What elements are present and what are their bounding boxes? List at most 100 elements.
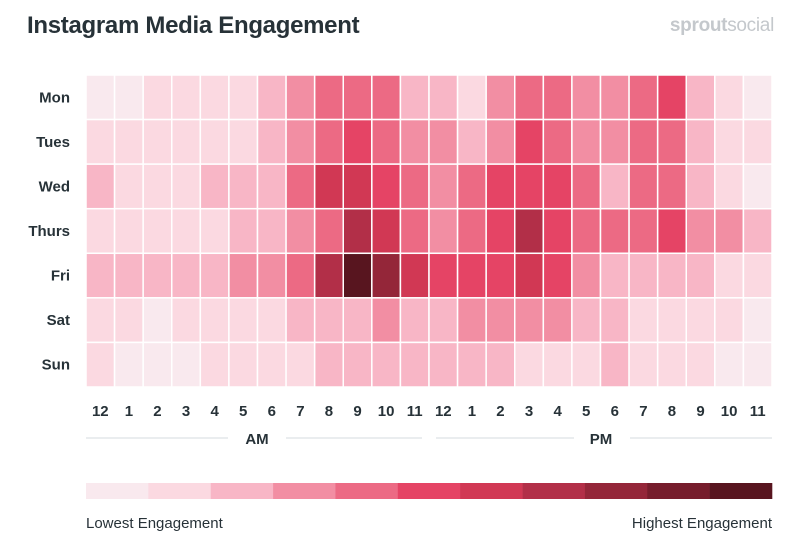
- heatmap-cell-thurs-5: [228, 207, 259, 255]
- heatmap-cell-mon-9: [342, 74, 373, 121]
- hour-label-3: 3: [182, 403, 190, 420]
- heatmap-cell-tues-9: [342, 118, 373, 165]
- heatmap-cell-sat-23: [742, 297, 773, 344]
- heatmap-cell-fri-1: [113, 252, 144, 299]
- heatmap-cell-fri-3: [171, 252, 202, 299]
- heatmap-cell-mon-4: [199, 74, 230, 121]
- heatmap-cell-sat-13: [456, 297, 487, 344]
- heatmap-cell-wed-11: [399, 163, 430, 210]
- heatmap-cell-sat-7: [285, 297, 316, 344]
- legend-swatch-7: [522, 483, 586, 499]
- heatmap-cell-sun-16: [542, 341, 573, 388]
- heatmap-cell-sat-12: [428, 297, 459, 344]
- heatmap-cell-sun-18: [599, 341, 630, 388]
- day-label-tues: Tues: [36, 134, 70, 151]
- heatmap-cell-mon-22: [714, 74, 745, 121]
- heatmap-cell-fri-12: [428, 252, 459, 299]
- legend-swatch-9: [647, 483, 710, 499]
- heatmap-cell-thurs-9: [342, 207, 373, 255]
- heatmap-cell-tues-5: [228, 118, 259, 165]
- heatmap-cell-sat-10: [371, 297, 402, 344]
- heatmap-cell-wed-19: [628, 163, 659, 210]
- heatmap-cell-fri-16: [542, 252, 573, 299]
- heatmap-cell-sat-0: [85, 297, 116, 344]
- heatmap-cell-thurs-4: [199, 207, 230, 255]
- brand-logo-part2: social: [727, 15, 774, 36]
- heatmap-cell-fri-7: [285, 252, 316, 299]
- heatmap-cell-wed-5: [228, 163, 259, 210]
- heatmap-cell-mon-16: [542, 74, 573, 121]
- heatmap-cell-wed-17: [571, 163, 602, 210]
- hour-label-12: 12: [435, 403, 452, 420]
- heatmap-cell-sat-5: [228, 297, 259, 344]
- heatmap-cell-thurs-20: [656, 207, 687, 255]
- heatmap-cell-fri-19: [628, 252, 659, 299]
- heatmap-cell-sun-12: [428, 341, 459, 388]
- legend-high-label: Highest Engagement: [632, 515, 773, 532]
- legend-swatch-10: [709, 483, 773, 499]
- heatmap-cell-thurs-0: [85, 207, 116, 255]
- pm-label: PM: [590, 431, 613, 448]
- heatmap-cell-thurs-7: [285, 207, 316, 255]
- heatmap-cell-mon-3: [171, 74, 202, 121]
- heatmap-cell-mon-20: [656, 74, 687, 121]
- heatmap-cell-wed-22: [714, 163, 745, 210]
- heatmap-cell-thurs-17: [571, 207, 602, 255]
- hour-label-14: 2: [496, 403, 504, 420]
- hour-label-11: 11: [407, 403, 423, 420]
- heatmap-cell-sun-14: [485, 341, 516, 388]
- heatmap-cell-thurs-11: [399, 207, 430, 255]
- heatmap-cell-tues-0: [85, 118, 116, 165]
- heatmap-cell-tues-21: [685, 118, 716, 165]
- hour-label-4: 4: [210, 403, 219, 420]
- heatmap-cell-sun-1: [113, 341, 144, 388]
- heatmap-cell-thurs-19: [628, 207, 659, 255]
- hour-label-19: 7: [639, 403, 647, 420]
- heatmap-cell-sat-22: [714, 297, 745, 344]
- hour-label-17: 5: [582, 403, 590, 420]
- heatmap-cell-mon-10: [371, 74, 402, 121]
- heatmap-cell-fri-22: [714, 252, 745, 299]
- heatmap-cell-thurs-8: [313, 207, 345, 255]
- heatmap-cell-sun-7: [285, 341, 316, 388]
- heatmap-cell-thurs-23: [742, 207, 773, 255]
- heatmap-cell-tues-11: [399, 118, 430, 165]
- heatmap-cell-sat-9: [342, 297, 373, 344]
- heatmap-cell-thurs-12: [428, 207, 459, 255]
- heatmap-cell-sat-14: [485, 297, 516, 344]
- heatmap-cell-sun-19: [628, 341, 659, 388]
- heatmap-cell-wed-10: [371, 163, 402, 210]
- color-scale-legend: [86, 483, 773, 499]
- heatmap-cell-thurs-15: [514, 207, 545, 255]
- heatmap-cell-mon-2: [142, 74, 173, 121]
- day-label-mon: Mon: [39, 89, 70, 106]
- heatmap-cell-wed-12: [428, 163, 459, 210]
- heatmap-cell-thurs-2: [142, 207, 173, 255]
- heatmap-cell-wed-14: [485, 163, 516, 210]
- heatmap-cell-tues-12: [428, 118, 459, 165]
- heatmap-cell-sun-20: [656, 341, 687, 388]
- heatmap-cell-fri-15: [514, 252, 545, 299]
- legend-swatch-6: [460, 483, 523, 499]
- legend-swatch-0: [86, 483, 149, 499]
- heatmap-cell-mon-19: [628, 74, 659, 121]
- heatmap-cells: [85, 74, 773, 388]
- heatmap-cell-wed-13: [456, 163, 487, 210]
- heatmap-cell-tues-2: [142, 118, 173, 165]
- hour-label-21: 9: [696, 403, 704, 420]
- heatmap-cell-sun-8: [313, 341, 345, 388]
- heatmap-cell-tues-4: [199, 118, 230, 165]
- heatmap-cell-mon-15: [514, 74, 545, 121]
- heatmap-cell-sat-8: [313, 297, 345, 344]
- heatmap-cell-sat-2: [142, 297, 173, 344]
- heatmap-cell-fri-0: [85, 252, 116, 299]
- heatmap-cell-wed-3: [171, 163, 202, 210]
- heatmap-cell-tues-18: [599, 118, 630, 165]
- hour-label-7: 7: [296, 403, 304, 420]
- hour-label-9: 9: [353, 403, 361, 420]
- hour-label-0: 12: [92, 403, 109, 420]
- heatmap-cell-tues-6: [256, 118, 287, 165]
- heatmap-cell-sat-11: [399, 297, 430, 344]
- heatmap-cell-sat-19: [628, 297, 659, 344]
- heatmap-cell-mon-21: [685, 74, 716, 121]
